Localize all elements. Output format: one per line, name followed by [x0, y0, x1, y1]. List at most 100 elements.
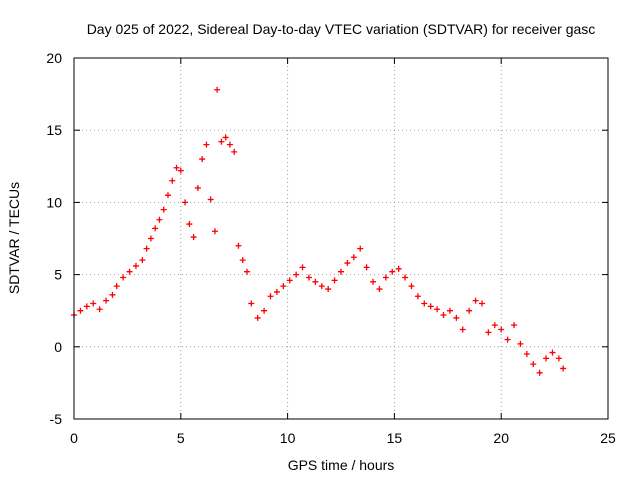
data-point [511, 322, 518, 329]
data-point [261, 307, 268, 314]
data-point [103, 297, 110, 304]
data-point [96, 306, 103, 313]
x-tick-label: 15 [387, 430, 403, 446]
data-point [402, 274, 409, 281]
data-point [466, 307, 473, 314]
axis-ticks [73, 57, 609, 420]
y-axis-label: SDTVAR / TECUs [6, 182, 22, 294]
data-point [239, 257, 246, 264]
y-tick-label: -5 [50, 411, 63, 427]
data-point [325, 286, 332, 293]
data-point [152, 225, 159, 232]
data-point [560, 365, 567, 372]
data-point [83, 303, 90, 310]
data-point [530, 361, 537, 368]
data-point [90, 300, 97, 307]
data-point [222, 134, 229, 141]
x-tick-label: 10 [280, 430, 296, 446]
x-tick-label: 25 [600, 430, 616, 446]
data-point [226, 141, 233, 148]
data-point [478, 300, 485, 307]
data-point [120, 274, 127, 281]
data-point [408, 283, 415, 290]
data-point [190, 234, 197, 241]
data-point [331, 277, 338, 284]
data-point [389, 268, 396, 275]
data-point [132, 262, 139, 269]
data-point [160, 206, 167, 213]
data-point [555, 355, 562, 362]
data-point [421, 300, 428, 307]
data-point [498, 326, 505, 333]
data-point [517, 340, 524, 347]
data-point [273, 288, 280, 295]
data-point [173, 164, 180, 171]
data-point [453, 314, 460, 321]
data-point [504, 336, 511, 343]
data-point [214, 86, 221, 93]
data-point [169, 177, 176, 184]
data-points [71, 86, 567, 376]
data-point [446, 307, 453, 314]
data-point [312, 278, 319, 285]
data-point [156, 216, 163, 223]
data-point [235, 242, 242, 249]
plot-frame [73, 57, 609, 420]
data-point [199, 156, 206, 163]
data-point [203, 141, 210, 148]
data-point [536, 369, 543, 376]
data-point [293, 271, 300, 278]
data-point [267, 293, 274, 300]
x-tick-label: 5 [177, 430, 185, 446]
data-point [177, 167, 184, 174]
data-point [248, 300, 255, 307]
data-point [244, 268, 251, 275]
data-point [299, 264, 306, 271]
x-axis-label: GPS time / hours [288, 457, 395, 473]
y-tick-label: 10 [46, 194, 62, 210]
data-point [350, 254, 357, 261]
data-point [305, 274, 312, 281]
data-point [440, 312, 447, 319]
data-point [382, 274, 389, 281]
data-point [395, 265, 402, 272]
data-point [194, 184, 201, 191]
data-point [427, 303, 434, 310]
data-point [472, 297, 479, 304]
data-point [139, 257, 146, 264]
data-point [164, 192, 171, 199]
y-tick-label: 5 [54, 267, 62, 283]
data-point [434, 306, 441, 313]
data-point [280, 283, 287, 290]
data-point [459, 326, 466, 333]
data-point [318, 283, 325, 290]
data-point [186, 221, 193, 228]
data-point [109, 291, 116, 298]
data-point [523, 351, 530, 358]
data-point [491, 322, 498, 329]
data-point [143, 245, 150, 252]
data-point [113, 283, 120, 290]
data-point [218, 138, 225, 145]
data-point [147, 235, 154, 242]
data-point [344, 260, 351, 267]
tick-labels: 0 5 10 15 20 25 -5 0 5 10 15 20 [46, 50, 616, 446]
data-point [338, 268, 344, 275]
data-point [543, 355, 550, 362]
data-point [182, 199, 189, 206]
grid-lines [74, 58, 608, 419]
data-point [549, 349, 556, 356]
data-point [370, 278, 377, 285]
data-point [357, 245, 364, 252]
data-point [77, 307, 84, 314]
data-point [126, 268, 133, 275]
y-tick-label: 0 [54, 339, 62, 355]
data-point [485, 329, 492, 336]
y-tick-label: 20 [46, 50, 62, 66]
data-point [286, 277, 293, 284]
data-point [363, 264, 370, 271]
chart-title: Day 025 of 2022, Sidereal Day-to-day VTE… [87, 21, 596, 37]
x-tick-label: 0 [70, 430, 78, 446]
y-tick-label: 15 [46, 122, 62, 138]
